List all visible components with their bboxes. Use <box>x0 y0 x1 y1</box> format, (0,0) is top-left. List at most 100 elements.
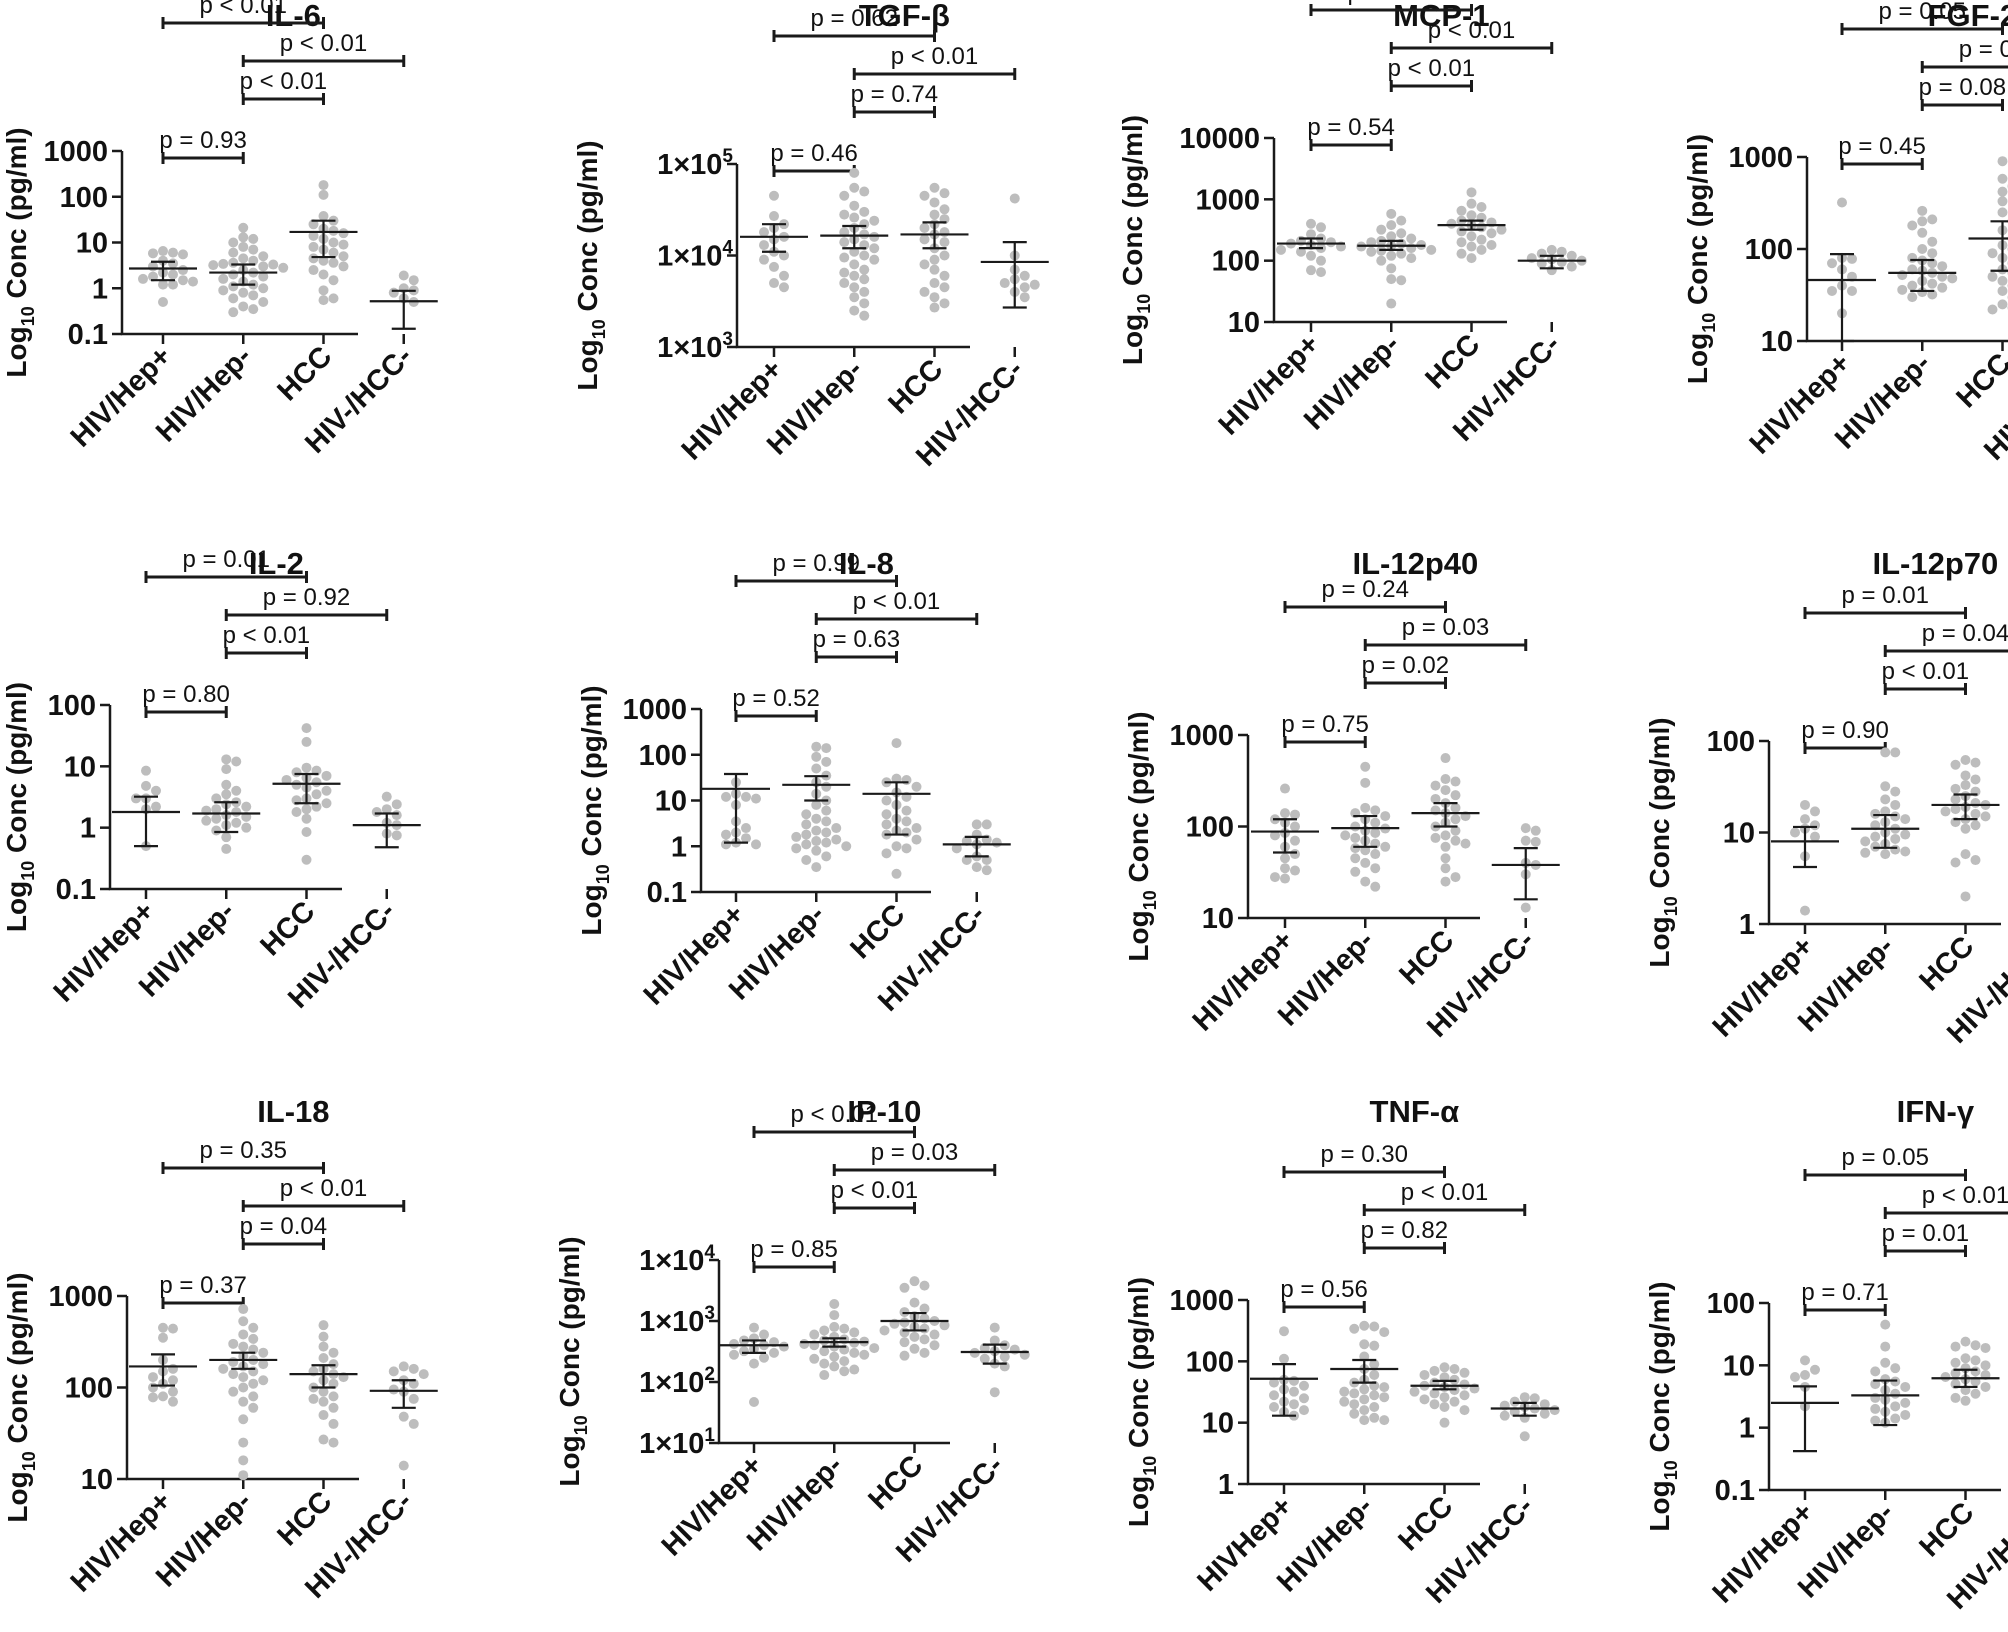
data-point <box>339 251 349 261</box>
data-point <box>228 248 238 258</box>
data-point <box>1451 872 1461 882</box>
data-point <box>882 848 892 858</box>
data-point <box>1369 1341 1379 1351</box>
y-tick-label: 1×101 <box>639 1425 715 1460</box>
data-point <box>1406 233 1416 243</box>
data-point <box>1998 196 2008 206</box>
comparison-bracket: p = 0.37 <box>159 1272 246 1309</box>
data-point <box>880 1325 890 1335</box>
data-point <box>779 1342 789 1352</box>
series-hiv-hep- <box>1808 198 1876 341</box>
data-point <box>178 265 188 275</box>
data-point <box>188 277 198 287</box>
data-point <box>1369 1321 1379 1331</box>
data-point <box>1531 826 1541 836</box>
data-point <box>930 303 940 313</box>
p-value-label: p = 0.01 <box>1842 582 1929 609</box>
comparison-bracket: p = 0.90 <box>1801 717 1888 754</box>
data-point <box>811 836 821 846</box>
data-point <box>248 1334 258 1344</box>
data-point <box>1790 1372 1800 1382</box>
data-point <box>821 838 831 848</box>
data-point <box>1306 219 1316 229</box>
data-point <box>912 823 922 833</box>
data-point <box>839 253 849 263</box>
data-point <box>141 781 151 791</box>
data-point <box>859 229 869 239</box>
data-point <box>1441 753 1451 763</box>
data-point <box>409 1394 419 1404</box>
data-point <box>819 1370 829 1380</box>
data-point <box>751 839 761 849</box>
data-point <box>238 1383 248 1393</box>
data-point <box>920 1348 930 1358</box>
comparison-bracket: p = 0.52 <box>732 685 819 722</box>
comparison-bracket: p = 0.54 <box>1307 114 1394 151</box>
data-point <box>769 278 779 288</box>
y-tick-label: 10 <box>1228 307 1260 339</box>
series-hcc <box>273 723 341 865</box>
chart-svg: IL-2p = 0.01p = 0.92p < 0.01p = 0.800.11… <box>0 548 502 1084</box>
data-point <box>258 261 268 271</box>
data-point <box>1451 777 1461 787</box>
data-point <box>1460 1390 1470 1400</box>
data-point <box>148 1372 158 1382</box>
data-point <box>238 1316 248 1326</box>
comparison-bracket: p = 0.63 <box>813 626 900 663</box>
chart-svg: IL-18p = 0.35p < 0.01p = 0.04p = 0.37101… <box>0 1096 502 1632</box>
data-point <box>238 1455 248 1465</box>
data-point <box>1406 243 1416 253</box>
data-point <box>920 223 930 233</box>
data-point <box>902 816 912 826</box>
data-point <box>869 1343 879 1353</box>
data-point <box>1279 1326 1289 1336</box>
data-point <box>1907 221 1917 231</box>
data-point <box>1897 270 1907 280</box>
data-point <box>1440 1402 1450 1412</box>
y-axis-label: Log10 Conc (pg/ml) <box>2 1272 39 1522</box>
p-value-label: p < 0.01 <box>891 43 978 70</box>
p-value-label: p = 0.54 <box>1307 114 1394 141</box>
data-point <box>902 775 912 785</box>
data-point <box>228 238 238 248</box>
y-tick-label: 100 <box>60 182 108 214</box>
data-point <box>1010 193 1020 203</box>
data-point <box>920 1281 930 1291</box>
data-point <box>319 190 329 200</box>
data-point <box>801 830 811 840</box>
p-value-label: p = 0.03 <box>871 1139 958 1166</box>
data-point <box>1339 1387 1349 1397</box>
comparison-bracket: p < 0.01 <box>1885 1182 2008 1219</box>
comparison-bracket: p = 0.46 <box>770 140 857 177</box>
data-point <box>829 1361 839 1371</box>
data-point <box>389 1366 399 1376</box>
data-point <box>811 814 821 824</box>
data-point <box>329 1403 339 1413</box>
data-point <box>1359 1339 1369 1349</box>
data-point <box>221 764 231 774</box>
x-tick-label: HCC <box>254 895 321 962</box>
data-point <box>1431 833 1441 843</box>
data-point <box>1451 814 1461 824</box>
data-point <box>1540 1409 1550 1419</box>
data-point <box>859 187 869 197</box>
data-point <box>1897 285 1907 295</box>
data-point <box>1971 1366 1981 1376</box>
y-axis-label: Log10 Conc (pg/ml) <box>1644 717 1681 967</box>
data-point <box>211 825 221 835</box>
data-point <box>1457 249 1467 259</box>
data-point <box>769 191 779 201</box>
data-point <box>1800 1370 1810 1380</box>
data-point <box>1530 1393 1540 1403</box>
data-point <box>1276 245 1286 255</box>
data-point <box>221 832 231 842</box>
y-axis-label: Log10 Conc (pg/ml) <box>1123 711 1160 961</box>
panel-title: IL-18 <box>257 1094 329 1129</box>
data-point <box>1386 299 1396 309</box>
data-point <box>238 301 248 311</box>
data-point <box>821 782 831 792</box>
x-tick-label: HCC <box>271 340 338 407</box>
p-value-label: p = 0.08 <box>1919 74 2006 101</box>
data-point <box>769 1348 779 1358</box>
